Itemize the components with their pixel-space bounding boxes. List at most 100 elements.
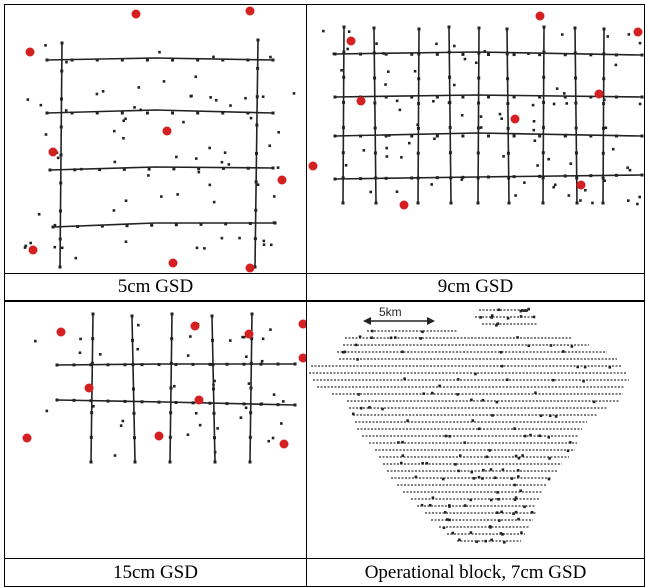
ground-control-point	[131, 9, 141, 19]
image-center-marker	[575, 176, 579, 180]
image-center-marker	[211, 363, 215, 367]
image-center-marker	[45, 111, 49, 115]
ground-control-point	[245, 6, 255, 16]
image-center-marker	[640, 134, 644, 138]
image-center-marker	[602, 77, 606, 81]
image-center-marker	[374, 201, 378, 205]
tie-point	[583, 365, 587, 369]
tie-point	[638, 195, 641, 199]
tie-point	[112, 209, 116, 212]
tie-point	[64, 109, 68, 112]
tie-point	[322, 29, 325, 33]
tie-point	[529, 433, 532, 437]
image-center-marker	[208, 362, 212, 366]
image-center-marker	[384, 95, 388, 99]
image-center-marker	[249, 411, 253, 415]
image-center-marker	[449, 176, 453, 180]
tie-point	[29, 241, 32, 245]
tie-point	[260, 359, 264, 363]
tie-point	[500, 364, 504, 368]
tie-point	[495, 511, 499, 514]
image-center-marker	[95, 111, 99, 115]
image-center-marker	[145, 111, 149, 115]
image-center-marker	[174, 363, 178, 366]
tie-point	[614, 63, 618, 67]
image-center-marker	[271, 111, 275, 115]
tie-point	[513, 498, 517, 502]
tie-point	[133, 106, 136, 109]
image-center-marker	[271, 166, 275, 170]
ground-control-point	[244, 329, 254, 339]
image-center-marker	[191, 401, 195, 405]
tie-point	[479, 115, 483, 118]
tie-point	[491, 414, 494, 417]
tie-point	[470, 470, 474, 474]
ground-control-point	[594, 89, 604, 99]
tie-point	[569, 162, 573, 165]
tie-point	[262, 239, 266, 243]
tie-point	[456, 393, 460, 396]
ground-control-point	[245, 263, 255, 273]
ground-control-point	[56, 327, 66, 337]
scale-bar-arrow-right	[427, 317, 435, 325]
tie-point	[397, 441, 400, 444]
tie-point	[519, 315, 523, 318]
image-center-marker	[563, 53, 567, 57]
tie-point	[520, 309, 524, 312]
image-center-marker	[506, 151, 510, 155]
image-center-marker	[538, 134, 542, 138]
image-center-marker	[120, 111, 124, 115]
image-center-marker	[461, 95, 465, 99]
tie-point	[523, 505, 526, 509]
image-center-marker	[168, 460, 172, 464]
image-center-marker	[90, 361, 94, 365]
tie-point	[521, 454, 524, 457]
tie-point	[136, 323, 140, 327]
image-center-marker	[374, 176, 378, 180]
image-center-marker	[574, 76, 578, 80]
tie-point	[568, 441, 572, 444]
image-center-marker	[255, 152, 258, 155]
image-center-marker	[89, 460, 93, 464]
tie-point	[213, 450, 217, 454]
image-center-marker	[506, 102, 510, 106]
vertical-strip-line	[542, 26, 545, 204]
ground-control-point	[277, 175, 287, 185]
tie-point	[497, 308, 501, 312]
image-center-marker	[246, 166, 250, 170]
tie-point	[37, 212, 41, 216]
image-center-marker	[72, 363, 76, 367]
image-center-marker	[169, 386, 173, 390]
tie-point	[292, 92, 296, 95]
image-center-marker	[342, 75, 346, 79]
panel-operational-block: 5km	[307, 302, 644, 558]
tie-point	[245, 355, 248, 359]
tie-point	[401, 440, 404, 444]
tie-point	[547, 435, 551, 439]
tie-point	[208, 146, 211, 150]
vertical-strip-line	[602, 28, 605, 204]
tie-point	[220, 236, 224, 240]
image-center-marker	[123, 399, 127, 403]
tie-point	[401, 350, 404, 354]
tie-point	[530, 511, 534, 514]
image-center-marker	[249, 361, 253, 365]
tie-point	[481, 398, 485, 402]
image-center-marker	[372, 51, 376, 55]
tie-point	[502, 155, 505, 158]
vertical-strip-line	[477, 27, 480, 204]
ground-control-point	[298, 353, 306, 363]
image-center-marker	[73, 168, 77, 172]
horizontal-strip-line	[46, 57, 274, 61]
tie-point	[500, 510, 503, 514]
tie-point	[496, 491, 499, 494]
tie-point	[186, 433, 190, 437]
image-center-marker	[449, 201, 453, 205]
tie-point	[628, 168, 632, 172]
tie-point	[242, 335, 246, 339]
image-center-marker	[602, 52, 606, 56]
image-center-marker	[512, 53, 516, 57]
image-center-marker	[58, 265, 62, 269]
tie-point	[547, 477, 551, 481]
image-center-marker	[221, 58, 225, 62]
